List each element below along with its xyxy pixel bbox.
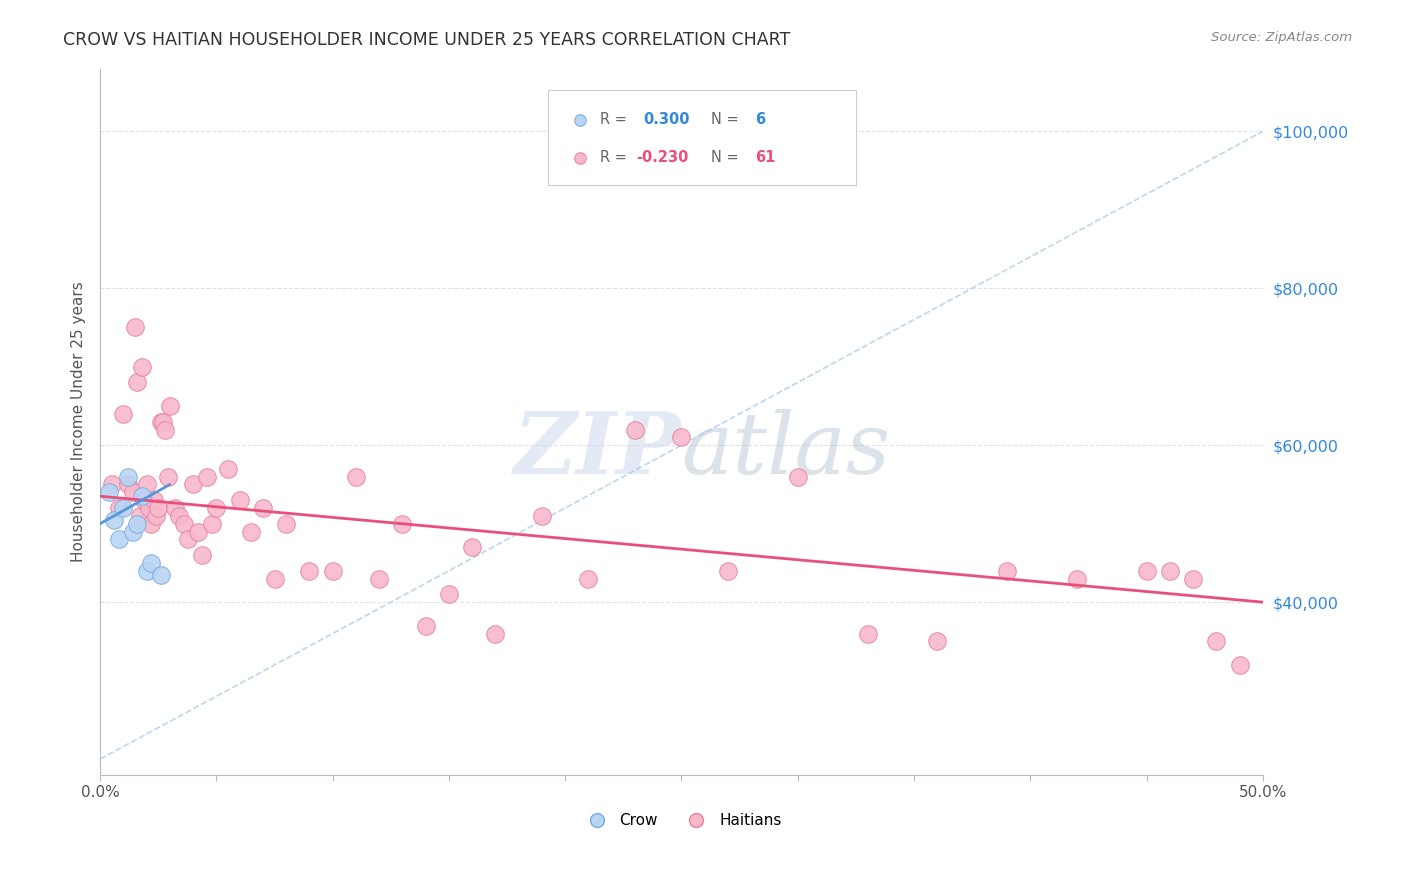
- Text: N =: N =: [710, 150, 738, 165]
- Point: [100, 477, 122, 491]
- Text: R =: R =: [600, 112, 627, 127]
- Point: [578, 572, 600, 586]
- Point: [195, 469, 218, 483]
- Point: [134, 493, 156, 508]
- Point: [128, 508, 150, 523]
- Point: [167, 508, 190, 523]
- Point: [1182, 572, 1205, 586]
- Point: [117, 469, 139, 483]
- Text: N =: N =: [710, 112, 738, 127]
- Text: Source: ZipAtlas.com: Source: ZipAtlas.com: [1212, 31, 1353, 45]
- Point: [437, 587, 460, 601]
- Point: [201, 516, 224, 531]
- Point: [322, 564, 344, 578]
- Point: [152, 415, 174, 429]
- Point: [856, 626, 879, 640]
- Text: 0.300: 0.300: [643, 112, 689, 127]
- Point: [135, 564, 157, 578]
- Point: [461, 540, 484, 554]
- Point: [484, 626, 506, 640]
- Point: [149, 415, 172, 429]
- Point: [927, 634, 949, 648]
- Point: [624, 423, 647, 437]
- Point: [298, 564, 321, 578]
- Point: [671, 430, 693, 444]
- Point: [124, 320, 146, 334]
- Point: [217, 461, 239, 475]
- Point: [1229, 657, 1251, 672]
- Point: [107, 500, 129, 515]
- Point: [1066, 572, 1088, 586]
- Point: [135, 477, 157, 491]
- Point: [141, 556, 163, 570]
- Point: [368, 572, 391, 586]
- Text: ZIP: ZIP: [513, 409, 682, 491]
- Point: [228, 493, 250, 508]
- Text: 6: 6: [755, 112, 765, 127]
- Point: [145, 508, 167, 523]
- Point: [173, 516, 195, 531]
- Point: [1205, 634, 1227, 648]
- Point: [155, 423, 177, 437]
- Point: [121, 485, 143, 500]
- Point: [138, 500, 160, 515]
- Point: [786, 469, 808, 483]
- Text: CROW VS HAITIAN HOUSEHOLDER INCOME UNDER 25 YEARS CORRELATION CHART: CROW VS HAITIAN HOUSEHOLDER INCOME UNDER…: [63, 31, 790, 49]
- Text: 61: 61: [755, 150, 775, 165]
- Point: [112, 407, 135, 421]
- Point: [191, 548, 214, 562]
- Point: [181, 477, 204, 491]
- Point: [163, 500, 186, 515]
- Point: [142, 493, 165, 508]
- Point: [159, 399, 181, 413]
- Point: [107, 533, 129, 547]
- Point: [1159, 564, 1181, 578]
- Point: [1135, 564, 1157, 578]
- Point: [530, 508, 553, 523]
- Point: [149, 567, 172, 582]
- Point: [141, 516, 163, 531]
- Point: [148, 500, 170, 515]
- Point: [127, 516, 149, 531]
- Point: [995, 564, 1018, 578]
- Point: [177, 533, 200, 547]
- Text: atlas: atlas: [682, 409, 890, 491]
- Point: [276, 516, 298, 531]
- Point: [131, 359, 153, 374]
- Point: [187, 524, 209, 539]
- Y-axis label: Householder Income Under 25 years: Householder Income Under 25 years: [72, 281, 86, 562]
- Point: [156, 469, 179, 483]
- Legend: Crow, Haitians: Crow, Haitians: [575, 807, 787, 834]
- Point: [391, 516, 413, 531]
- Point: [205, 500, 228, 515]
- Point: [98, 485, 121, 500]
- Point: [117, 477, 139, 491]
- Point: [103, 513, 125, 527]
- Point: [344, 469, 367, 483]
- Point: [717, 564, 740, 578]
- Point: [131, 489, 153, 503]
- Point: [263, 572, 285, 586]
- FancyBboxPatch shape: [548, 90, 856, 185]
- Point: [127, 376, 149, 390]
- Point: [121, 524, 143, 539]
- Text: -0.230: -0.230: [636, 150, 689, 165]
- Point: [240, 524, 263, 539]
- Point: [112, 500, 135, 515]
- Point: [252, 500, 274, 515]
- Text: R =: R =: [600, 150, 627, 165]
- Point: [415, 618, 437, 632]
